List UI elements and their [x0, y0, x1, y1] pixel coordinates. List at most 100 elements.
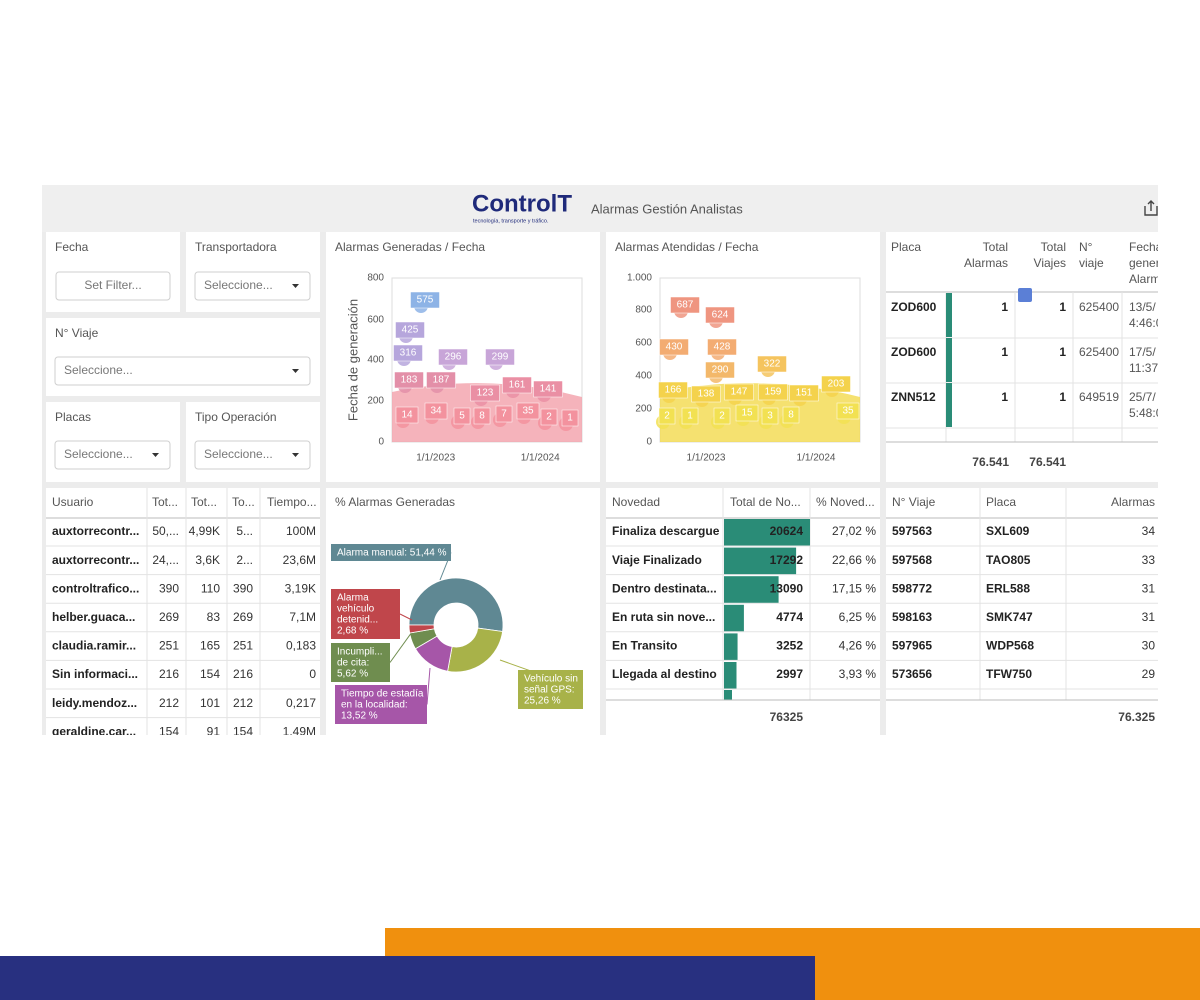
- data-label: 203: [828, 379, 845, 390]
- data-label: 187: [433, 375, 450, 386]
- y-tick-label: 0: [378, 437, 384, 448]
- cell: 216: [233, 667, 253, 681]
- label-box: [789, 384, 819, 402]
- slice-label: 5,62 %: [337, 669, 368, 680]
- donut-panel: % Alarmas Generadas Alarma manual: 51,44 …: [331, 495, 584, 724]
- cell: 4,99K: [189, 524, 220, 538]
- cell: En ruta sin nove...: [612, 610, 715, 624]
- donut-slice: [408, 624, 435, 634]
- label-box: [331, 643, 390, 682]
- cell: 6,25 %: [839, 610, 877, 624]
- column-header: Tiempo...: [267, 495, 317, 509]
- cell: 597563: [892, 524, 932, 538]
- control-text: Seleccione...: [204, 447, 273, 461]
- data-label: 166: [665, 385, 682, 396]
- cell: 390: [233, 581, 253, 595]
- data-bar: [724, 576, 779, 604]
- filter-label: Transportadora: [195, 240, 277, 254]
- filter-dropdown[interactable]: Seleccione...: [194, 440, 311, 470]
- data-label: 430: [666, 342, 683, 353]
- cell: 20624: [770, 524, 804, 538]
- slice-label: detenid...: [337, 615, 378, 626]
- x-tick-label: 1/1/2023: [687, 453, 726, 464]
- cell: 110: [201, 581, 220, 595]
- cell: 91: [207, 724, 221, 738]
- x-tick-label: 1/1/2023: [416, 453, 455, 464]
- share-icon[interactable]: [1144, 200, 1158, 216]
- dropdown-arrow: [292, 369, 299, 373]
- filter-panel: N° Viaje Seleccione...: [54, 326, 311, 386]
- share-arrow: [1147, 200, 1155, 211]
- column-header: Total de No...: [730, 495, 801, 509]
- cell: 83: [207, 610, 221, 624]
- translate-icon: [1018, 288, 1032, 302]
- label-box: [470, 384, 500, 402]
- cell: 154: [200, 667, 220, 681]
- cell: TFW750: [986, 667, 1032, 681]
- control-text: Seleccione...: [204, 278, 273, 292]
- data-label: 5: [459, 411, 465, 422]
- cell: 33: [1142, 553, 1156, 567]
- label-box: [758, 383, 788, 401]
- slice-label: en la localidad:: [341, 700, 408, 711]
- column-header: Fecha: [1129, 240, 1163, 254]
- cell: Finaliza descargue: [612, 524, 720, 538]
- header-bar: [42, 185, 1158, 232]
- data-label: 14: [401, 410, 413, 421]
- slice-label: Incumpli...: [337, 647, 383, 658]
- data-bar-stub: [724, 690, 732, 700]
- data-label: 35: [842, 406, 854, 417]
- label-box: [658, 381, 688, 399]
- cell: SMK747: [986, 610, 1033, 624]
- data-label: 123: [477, 388, 494, 399]
- label-box: [836, 402, 860, 420]
- cell: TAO805: [986, 553, 1031, 567]
- cell: auxtorrecontr...: [52, 553, 139, 567]
- filter-dropdown[interactable]: Seleccione...: [194, 271, 311, 301]
- cell: 1: [1001, 300, 1008, 314]
- chart-title: % Alarmas Generadas: [335, 495, 455, 509]
- data-bar: [724, 604, 744, 632]
- cell: 24,...: [152, 553, 179, 567]
- data-label: 428: [714, 342, 731, 353]
- data-label: 35: [522, 406, 534, 417]
- label-box: [485, 348, 515, 366]
- chart-panel: Alarmas Generadas / Fecha Fecha de genera…: [335, 240, 583, 464]
- data-label: 316: [400, 348, 417, 359]
- logo: ControlT: [472, 190, 572, 217]
- dropdown-arrow: [292, 453, 299, 457]
- navy-band: [0, 956, 815, 1000]
- leader-line: [399, 613, 413, 621]
- column-header: Placa: [891, 240, 921, 254]
- data-bar: [724, 633, 738, 661]
- cell: Viaje Finalizado: [612, 553, 702, 567]
- cell: 31: [1142, 610, 1156, 624]
- plate-table-bg: [886, 232, 1158, 482]
- cell: ZNN512: [891, 390, 936, 404]
- leader-line: [389, 631, 413, 663]
- cell: 3,93 %: [839, 667, 877, 681]
- label-box: [681, 407, 699, 425]
- filter-dropdown[interactable]: Seleccione...: [54, 440, 171, 470]
- data-label: 296: [445, 352, 462, 363]
- filter-button[interactable]: Set Filter...: [55, 271, 171, 301]
- data-label: 2: [719, 411, 725, 422]
- cell: claudia.ramir...: [52, 639, 136, 653]
- cell: geraldine.car...: [52, 724, 136, 738]
- cell: SXL609: [986, 524, 1030, 538]
- data-label: 15: [741, 408, 753, 419]
- data-bar: [724, 519, 810, 546]
- data-label: 34: [430, 406, 442, 417]
- slice-label: de cita:: [337, 658, 369, 669]
- cell: 598772: [892, 581, 932, 595]
- cell: 390: [159, 581, 179, 595]
- cell: 625400: [1079, 300, 1119, 314]
- tagline: tecnología, transporte y tráfico.: [473, 218, 549, 224]
- cell: 269: [159, 610, 179, 624]
- filter-panel: Tipo Operación Seleccione...: [194, 410, 311, 470]
- filter-dropdown[interactable]: Seleccione...: [54, 356, 311, 386]
- data-label: 147: [731, 387, 748, 398]
- cell: 4:46:0: [1129, 316, 1163, 330]
- cell: controltrafico...: [52, 581, 139, 595]
- column-header: Total: [983, 240, 1008, 254]
